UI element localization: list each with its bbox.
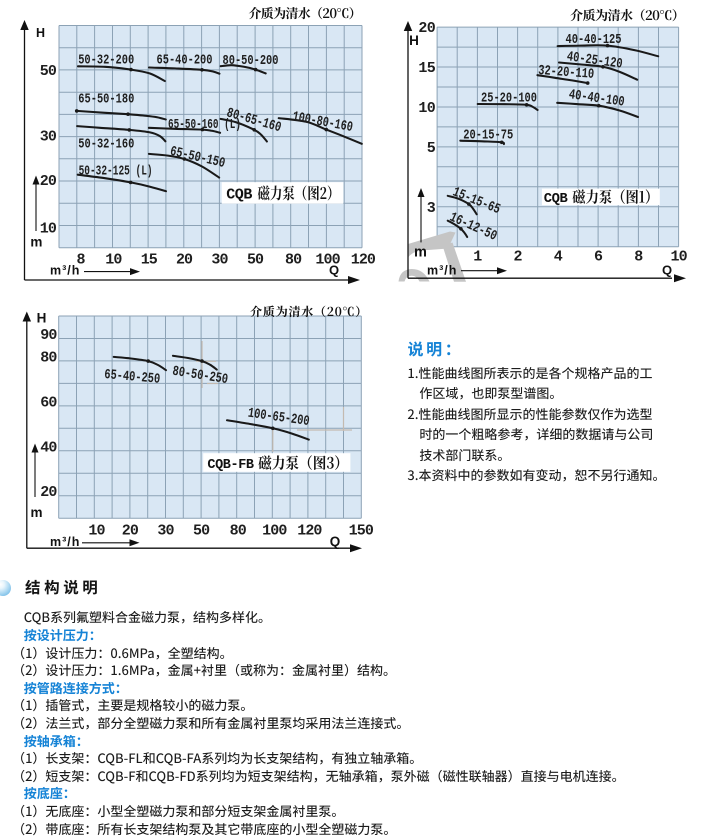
svg-text:10: 10	[88, 523, 105, 540]
svg-text:15: 15	[141, 252, 158, 269]
svg-text:H: H	[36, 26, 45, 40]
svg-text:8: 8	[76, 252, 85, 269]
svg-text:CQB: CQB	[544, 192, 568, 207]
svg-text:20: 20	[418, 20, 435, 37]
svg-text:磁力泵（图1）: 磁力泵（图1）	[572, 186, 658, 208]
svg-text:30: 30	[40, 129, 57, 146]
svg-text:150: 150	[349, 523, 374, 540]
svg-text:15: 15	[418, 60, 435, 77]
svg-text:CQB-FB: CQB-FB	[207, 458, 254, 473]
svg-text:Q: Q	[662, 263, 672, 278]
svg-text:H: H	[37, 311, 47, 326]
svg-text:100: 100	[315, 252, 340, 269]
svg-text:6: 6	[594, 249, 603, 266]
svg-text:m: m	[414, 245, 427, 261]
svg-text:Q: Q	[330, 534, 341, 549]
svg-text:m³/h: m³/h	[50, 535, 80, 549]
svg-text:磁力泵（图3）: 磁力泵（图3）	[258, 452, 348, 474]
svg-text:20: 20	[40, 484, 57, 501]
svg-text:80: 80	[40, 349, 57, 366]
svg-text:32-20-110: 32-20-110	[538, 63, 595, 83]
svg-text:m³/h: m³/h	[427, 264, 457, 278]
svg-text:介质为清水（20℃）: 介质为清水（20℃）	[250, 303, 368, 320]
svg-text:50-32-125 (L): 50-32-125 (L)	[79, 164, 153, 180]
svg-text:20: 20	[176, 252, 193, 269]
svg-text:10: 10	[418, 100, 435, 117]
svg-text:介质为清水（20℃）: 介质为清水（20℃）	[570, 5, 684, 24]
svg-text:3: 3	[427, 200, 436, 217]
svg-text:H: H	[409, 33, 419, 48]
svg-text:25-20-100: 25-20-100	[481, 91, 537, 107]
svg-text:90: 90	[40, 327, 57, 344]
svg-text:10: 10	[670, 249, 687, 266]
svg-text:100: 100	[262, 523, 287, 540]
svg-text:40-40-100: 40-40-100	[568, 87, 626, 111]
svg-text:80: 80	[285, 252, 302, 269]
svg-text:30: 30	[157, 523, 174, 540]
svg-text:1: 1	[473, 249, 482, 266]
svg-text:m: m	[30, 235, 42, 250]
svg-text:20-15-75: 20-15-75	[463, 128, 513, 144]
svg-text:8: 8	[634, 249, 643, 266]
svg-text:5: 5	[427, 140, 436, 157]
svg-text:50: 50	[247, 252, 264, 269]
svg-text:2: 2	[514, 249, 523, 266]
svg-text:50-32-160: 50-32-160	[78, 137, 134, 153]
svg-text:80: 80	[230, 523, 247, 540]
svg-text:m: m	[30, 505, 42, 520]
svg-text:50-32-200: 50-32-200	[78, 53, 134, 69]
svg-text:65-40-250: 65-40-250	[104, 367, 161, 388]
svg-text:Q: Q	[329, 263, 339, 278]
svg-text:50: 50	[40, 63, 57, 80]
svg-text:4: 4	[554, 249, 563, 266]
svg-text:20: 20	[40, 173, 57, 190]
svg-text:120: 120	[351, 252, 376, 269]
svg-text:120: 120	[297, 523, 322, 540]
svg-text:20: 20	[122, 523, 139, 540]
svg-text:m³/h: m³/h	[50, 264, 80, 278]
svg-text:磁力泵（图2）: 磁力泵（图2）	[258, 181, 340, 204]
svg-text:40: 40	[40, 439, 57, 456]
svg-text:50: 50	[193, 523, 210, 540]
svg-text:40-40-125: 40-40-125	[566, 32, 622, 48]
svg-text:10: 10	[105, 252, 122, 269]
svg-text:10: 10	[40, 220, 57, 237]
svg-text:65-50-160 (L): 65-50-160 (L)	[168, 117, 241, 133]
svg-text:30: 30	[211, 252, 228, 269]
svg-text:介质为清水（20℃）: 介质为清水（20℃）	[249, 3, 361, 22]
svg-text:80-50-200: 80-50-200	[223, 53, 279, 69]
svg-text:65-40-200: 65-40-200	[157, 53, 213, 69]
svg-text:CQB: CQB	[226, 187, 252, 204]
svg-text:60: 60	[40, 394, 57, 411]
svg-text:40-25-120: 40-25-120	[566, 49, 624, 73]
svg-text:65-50-180: 65-50-180	[78, 92, 134, 108]
